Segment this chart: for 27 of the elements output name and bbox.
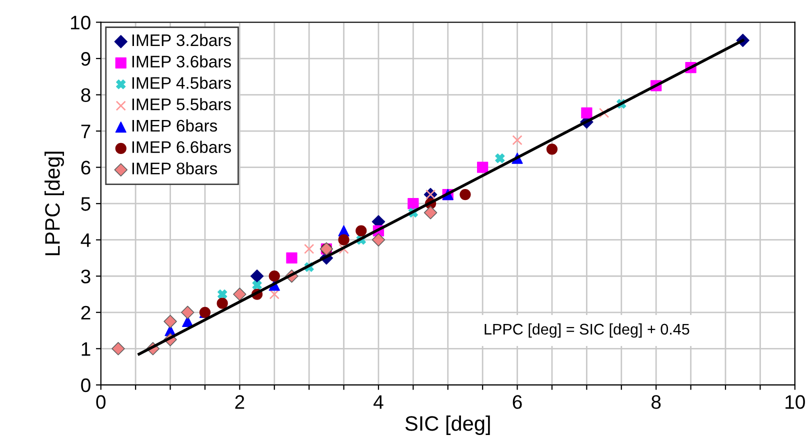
y-tick-label: 8 [81,88,90,102]
y-tick-label: 6 [81,160,90,175]
y-tick-label: 1 [82,342,90,356]
x-tick-label: 6 [512,395,522,409]
x-tick-label: 10 [786,395,805,409]
x-tick-label: 8 [652,395,661,409]
legend-label: IMEP 4.5bars [132,76,231,89]
legend-label: IMEP 6bars [132,119,218,132]
annotation: LPPC [deg] = SIC [deg] + 0.45 [484,323,690,338]
legend-label: IMEP 3.6bars [132,55,231,68]
legend-label: IMEP 8bars [132,162,218,174]
y-tick-label: 9 [81,52,90,66]
legend-label: IMEP 6.6bars [132,140,231,154]
y-tick-label: 3 [81,270,90,284]
x-tick-label: 2 [235,395,244,409]
legend-label: IMEP 5.5bars [132,98,231,110]
x-tick-label: 4 [374,395,384,409]
y-tick-label: 4 [80,234,91,247]
y-tick-label: 7 [81,124,90,138]
x-tick-label: 0 [96,395,106,409]
y-axis-title: LPPC [deg] [44,152,64,256]
y-tick-label: 2 [81,306,90,320]
y-tick-label: 5 [81,197,90,211]
y-tick-label: 0 [81,378,90,392]
x-axis-title: SIC [deg] [405,416,490,435]
legend-label: IMEP 3.2bars [132,34,231,46]
y-tick-label: 10 [71,16,90,30]
